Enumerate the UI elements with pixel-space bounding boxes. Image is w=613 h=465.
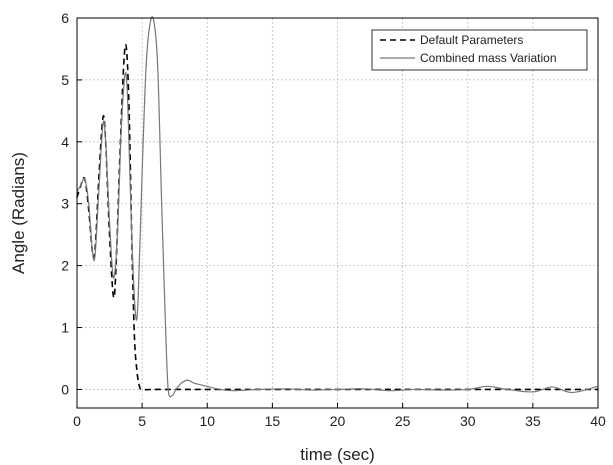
x-axis-label: time (sec) <box>300 445 375 464</box>
y-tick-label: 0 <box>61 381 69 397</box>
y-tick-label: 4 <box>61 134 69 150</box>
series-line-combined-mass-variation <box>76 16 599 398</box>
x-tick-label: 10 <box>199 413 215 429</box>
x-tick-label: 15 <box>265 413 281 429</box>
y-tick-label: 2 <box>61 258 69 274</box>
y-tick-label: 1 <box>61 320 69 336</box>
tick-layer: 0 5 10 15 20 25 30 35 40 0 1 2 3 4 5 6 <box>61 10 606 429</box>
y-tick-label: 3 <box>61 196 69 212</box>
y-tick-label: 5 <box>61 72 69 88</box>
series-layer <box>76 16 599 398</box>
x-tick-label: 35 <box>525 413 541 429</box>
x-tick-label: 40 <box>590 413 606 429</box>
x-tick-label: 0 <box>73 413 81 429</box>
legend-label-default-parameters: Default Parameters <box>420 33 523 47</box>
legend: Default Parameters Combined mass Variati… <box>371 29 588 71</box>
grid-lines <box>77 18 598 408</box>
x-tick-label: 30 <box>460 413 476 429</box>
plot-background <box>77 18 598 408</box>
x-tick-label: 25 <box>395 413 411 429</box>
x-tick-label: 5 <box>138 413 146 429</box>
legend-box <box>371 29 588 71</box>
y-axis-label: Angle (Radians) <box>9 152 28 274</box>
y-tick-label: 6 <box>61 10 69 26</box>
legend-label-combined-mass-variation: Combined mass Variation <box>420 51 557 65</box>
x-tick-label: 20 <box>330 413 346 429</box>
